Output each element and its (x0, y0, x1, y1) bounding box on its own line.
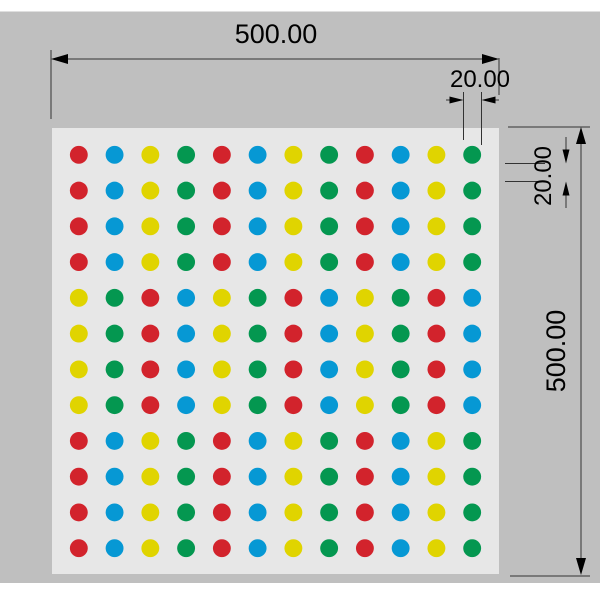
svg-text:20.00: 20.00 (450, 66, 510, 93)
svg-text:20.00: 20.00 (530, 146, 557, 206)
svg-text:500.00: 500.00 (541, 310, 571, 393)
svg-text:500.00: 500.00 (235, 19, 318, 49)
